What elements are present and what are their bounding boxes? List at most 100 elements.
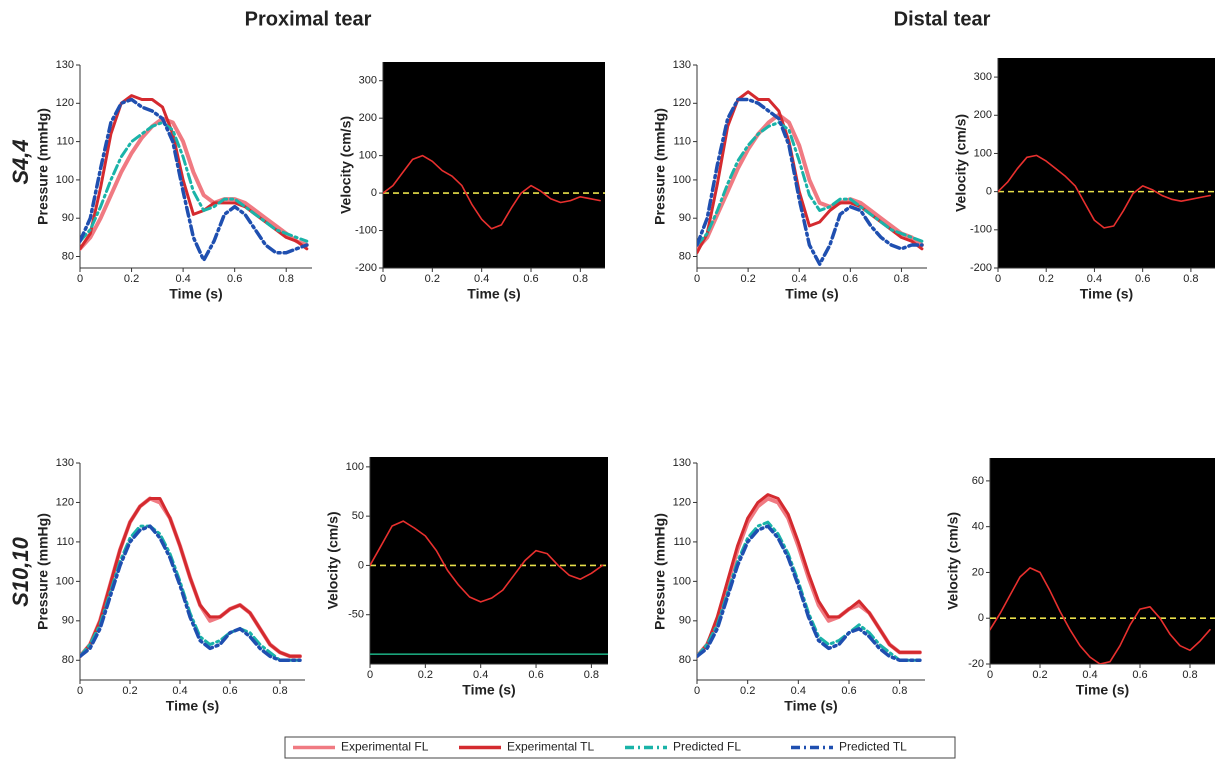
x-tick-label: 0.6 [227, 273, 242, 285]
y-tick-label: 100 [974, 147, 992, 159]
x-tick-label: 0 [380, 273, 386, 285]
plot-background [990, 458, 1215, 664]
series-line [990, 567, 1211, 664]
x-tick-label: 0.4 [791, 685, 806, 697]
y-tick-label: 60 [972, 475, 984, 487]
x-axis-label: Time (s) [1080, 286, 1133, 302]
y-tick-label: 120 [56, 496, 74, 508]
y-axis-label: Velocity (cm/s) [325, 511, 341, 609]
y-tick-label: 100 [346, 461, 364, 473]
y-tick-label: 100 [673, 575, 691, 587]
x-axis-label: Time (s) [785, 286, 838, 302]
plot-background [370, 457, 608, 664]
y-axis-label: Pressure (mmHg) [35, 108, 51, 225]
y-tick-label: 50 [352, 510, 364, 522]
series-line [697, 112, 924, 251]
y-tick-label: 130 [56, 457, 74, 469]
series-line [80, 497, 302, 658]
y-tick-label: 0 [986, 186, 992, 198]
y-tick-label: 130 [673, 59, 691, 71]
x-tick-label: 0.6 [841, 685, 856, 697]
x-tick-label: 0.6 [843, 273, 858, 285]
y-tick-label: -50 [348, 609, 364, 621]
x-tick-label: 0.2 [740, 273, 755, 285]
y-tick-label: 80 [679, 654, 691, 666]
y-tick-label: 0 [978, 612, 984, 624]
legend-label: Experimental FL [341, 740, 429, 754]
y-tick-label: 100 [673, 174, 691, 186]
y-axis-label: Pressure (mmHg) [35, 513, 51, 630]
series-line [697, 493, 922, 658]
x-tick-label: 0.4 [1082, 669, 1097, 681]
y-tick-label: 90 [679, 615, 691, 627]
x-tick-label: 0 [367, 669, 373, 681]
x-axis-label: Time (s) [784, 698, 837, 714]
x-tick-label: 0.8 [272, 685, 287, 697]
x-tick-label: 0.8 [892, 685, 907, 697]
x-tick-label: 0.4 [792, 273, 807, 285]
y-tick-label: 100 [359, 150, 377, 162]
x-tick-label: 0.2 [122, 685, 137, 697]
column-title: Proximal tear [245, 8, 372, 30]
series-line [697, 121, 924, 247]
y-axis-label: Pressure (mmHg) [652, 513, 668, 630]
series-line [80, 121, 309, 243]
x-tick-label: 0.8 [573, 273, 588, 285]
y-tick-label: 300 [359, 75, 377, 87]
y-tick-label: 90 [62, 615, 74, 627]
y-tick-label: 300 [974, 71, 992, 83]
y-axis-label: Velocity (cm/s) [338, 116, 354, 214]
x-tick-label: 0.8 [894, 273, 909, 285]
y-tick-label: 80 [679, 250, 691, 262]
y-tick-label: 110 [56, 136, 74, 148]
y-tick-label: 110 [673, 136, 691, 148]
y-tick-label: 200 [359, 112, 377, 124]
series-line [80, 116, 309, 251]
x-axis-label: Time (s) [1076, 682, 1129, 698]
x-tick-label: 0 [77, 273, 83, 285]
series-line [697, 97, 924, 266]
x-tick-label: 0.6 [523, 273, 538, 285]
x-tick-label: 0.2 [418, 669, 433, 681]
x-tick-label: 0.2 [124, 273, 139, 285]
legend-box [284, 736, 956, 759]
x-tick-label: 0 [987, 669, 993, 681]
x-tick-label: 0 [694, 685, 700, 697]
y-tick-label: 20 [972, 566, 984, 578]
x-tick-label: 0 [694, 273, 700, 285]
x-tick-label: 0.8 [1182, 669, 1197, 681]
x-tick-label: 0 [77, 685, 83, 697]
x-axis-label: Time (s) [462, 682, 515, 698]
x-tick-label: 0 [995, 273, 1001, 285]
legend-label: Predicted FL [673, 740, 741, 754]
y-tick-label: -100 [970, 224, 992, 236]
row-label: S4,4 [8, 139, 33, 184]
legend-label: Experimental TL [507, 740, 594, 754]
series-line [383, 154, 601, 230]
series-line [370, 520, 604, 603]
x-tick-label: 0.4 [172, 685, 187, 697]
x-tick-label: 0.2 [740, 685, 755, 697]
x-tick-label: 0.6 [222, 685, 237, 697]
y-tick-label: 90 [62, 212, 74, 224]
x-tick-label: 0.2 [1032, 669, 1047, 681]
x-tick-label: 0.2 [425, 273, 440, 285]
y-tick-label: 130 [673, 457, 691, 469]
y-tick-label: 200 [974, 109, 992, 121]
series-line [80, 97, 309, 263]
y-tick-label: 110 [673, 536, 691, 548]
y-tick-label: 0 [358, 559, 364, 571]
x-tick-label: 0.4 [473, 669, 488, 681]
y-tick-label: 80 [62, 250, 74, 262]
x-tick-label: 0.4 [474, 273, 489, 285]
series-line [998, 154, 1211, 229]
legend-label: Predicted TL [839, 740, 907, 754]
x-axis-label: Time (s) [467, 286, 520, 302]
y-tick-label: 130 [56, 59, 74, 71]
y-tick-label: 100 [56, 575, 74, 587]
x-axis-label: Time (s) [166, 698, 219, 714]
y-tick-label: 90 [679, 212, 691, 224]
x-tick-label: 0.8 [279, 273, 294, 285]
y-axis-label: Velocity (cm/s) [953, 114, 969, 212]
